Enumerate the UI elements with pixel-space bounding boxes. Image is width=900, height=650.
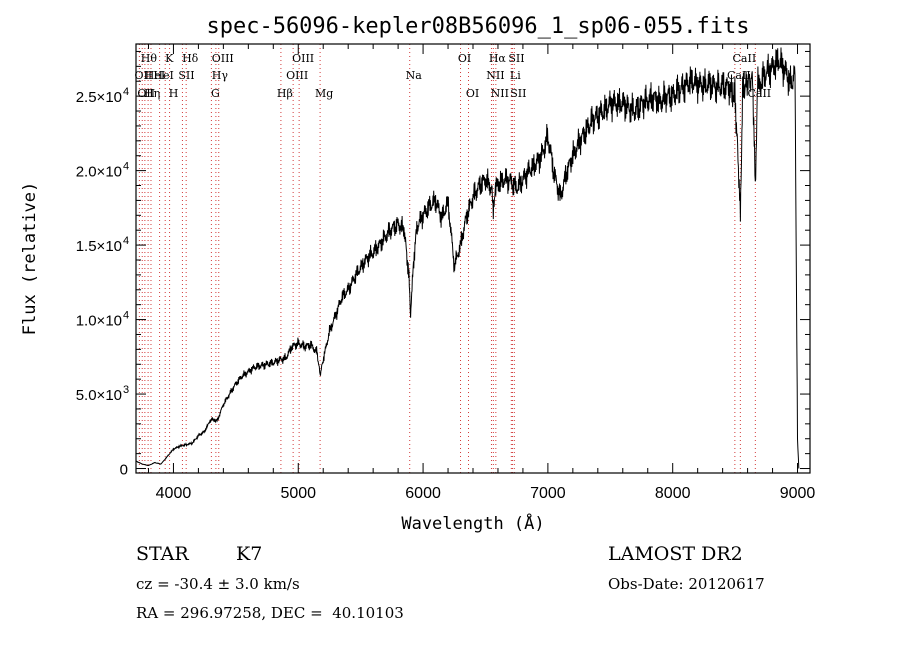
- y-tick-exponent: 4: [123, 86, 129, 98]
- line-marker-label: Mg: [315, 87, 333, 100]
- series-layer: [135, 47, 800, 469]
- line-marker-label: G: [211, 87, 220, 100]
- spectrum-line: [135, 47, 800, 469]
- line-marker-label: H: [169, 87, 179, 100]
- line-marker-label: OIII: [292, 52, 314, 65]
- line-marker-label: OIII: [286, 69, 308, 82]
- x-tick-label: 5000: [280, 485, 316, 502]
- x-tick-label: 7000: [530, 485, 566, 502]
- y-tick-label: 5.0×10: [76, 387, 122, 404]
- line-marker-label: Hβ: [277, 87, 293, 100]
- x-axis-label: Wavelength (Å): [401, 512, 544, 534]
- y-tick-label: 2.0×10: [76, 164, 122, 181]
- line-marker-label: NII: [491, 87, 509, 100]
- y-tick-exponent: 4: [123, 235, 129, 247]
- line-marker-label: OII: [137, 87, 155, 100]
- x-tick-label: 4000: [156, 485, 192, 502]
- y-axis-label: Flux (relative): [20, 182, 40, 336]
- x-tick-label: 6000: [405, 485, 441, 502]
- coordinates-readout: RA = 296.97258, DEC = 40.10103: [136, 604, 404, 622]
- line-marker-label: SII: [510, 87, 526, 100]
- obs-date: Obs-Date: 20120617: [608, 575, 765, 593]
- line-marker-label: SII: [508, 52, 524, 65]
- survey-name: LAMOST DR2: [608, 543, 743, 565]
- line-marker-label: CaII: [727, 69, 751, 82]
- y-tick-exponent: 4: [123, 310, 129, 322]
- y-tick-label: 2.5×10: [76, 89, 122, 106]
- line-marker-label: Li: [510, 69, 521, 82]
- object-subclass: K7: [236, 543, 263, 565]
- y-tick-label: 0: [120, 462, 128, 479]
- line-marker-label: Hδ: [182, 52, 199, 65]
- y-tick-label: 1.0×10: [76, 313, 122, 330]
- line-marker-label: OI: [466, 87, 479, 100]
- x-tick-label: 8000: [655, 485, 691, 502]
- line-marker-label: CaII: [733, 52, 757, 65]
- x-tick-label: 9000: [780, 485, 816, 502]
- y-tick-exponent: 4: [123, 161, 129, 173]
- line-marker-label: Hγ: [212, 69, 229, 82]
- line-marker-label: K: [165, 52, 174, 65]
- object-class: STAR: [136, 543, 189, 565]
- line-marker-label: Hη: [144, 87, 160, 100]
- y-tick-label: 1.5×10: [76, 238, 122, 255]
- plot-frame: [135, 43, 811, 474]
- line-marker-label: HeI: [145, 69, 165, 82]
- axes: [135, 43, 811, 474]
- line-marker-label: CaII: [747, 87, 771, 100]
- chart-labels: OIIOIIHθHηHeIHeIKHSIIHδGHγOIIIHβOIIIOIII…: [20, 14, 815, 534]
- redshift-readout: cz = -30.4 ± 3.0 km/s: [136, 575, 300, 593]
- line-marker-label: OI: [458, 52, 471, 65]
- line-marker-label: HeI: [153, 69, 173, 82]
- line-marker-label: OII: [135, 69, 153, 82]
- line-marker-label: OIII: [212, 52, 234, 65]
- chart-title: spec-56096-kepler08B56096_1_sp06-055.fit…: [206, 14, 749, 39]
- y-tick-exponent: 3: [123, 384, 129, 396]
- line-marker-label: Hθ: [141, 52, 158, 65]
- line-marker-label: NII: [486, 69, 504, 82]
- line-marker-label: Hα: [489, 52, 507, 65]
- line-marker-label: Na: [406, 69, 423, 82]
- line-marker-label: SII: [178, 69, 194, 82]
- line-markers: [138, 44, 756, 473]
